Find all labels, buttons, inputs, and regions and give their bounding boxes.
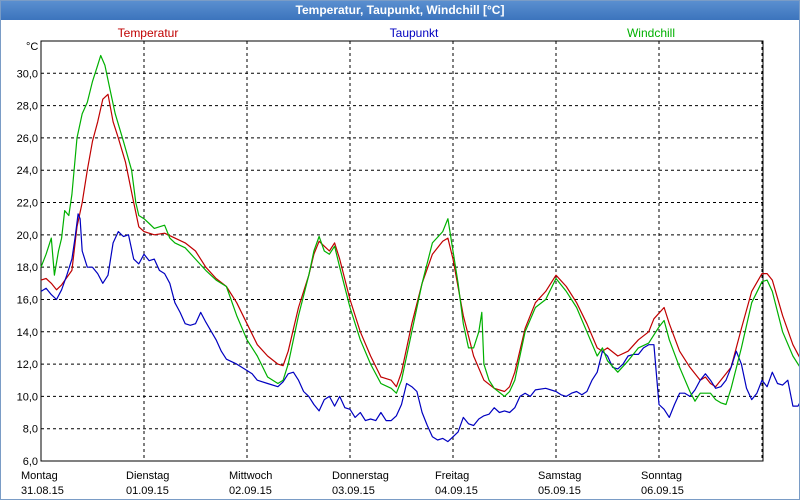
legend-entry: Windchill <box>627 26 675 40</box>
y-tick-label: 18,0 <box>17 262 38 274</box>
x-date-label: 31.08.15 <box>21 485 64 497</box>
y-tick-label: 6,0 <box>23 456 38 468</box>
x-day-label: Samstag <box>538 470 581 482</box>
y-tick-label: 10,0 <box>17 391 38 403</box>
y-axis-unit: °C <box>26 41 38 53</box>
legend-entry: Taupunkt <box>390 26 439 40</box>
series-line-windchill <box>40 54 799 406</box>
y-tick-label: 12,0 <box>17 359 38 371</box>
y-tick-label: 22,0 <box>17 198 38 210</box>
plot-frame <box>40 40 764 462</box>
x-day-label: Donnerstag <box>332 470 389 482</box>
x-day-label: Mittwoch <box>229 470 272 482</box>
legend-entry: Temperatur <box>118 26 179 40</box>
y-tick-label: 20,0 <box>17 230 38 242</box>
series-line-taupunkt <box>40 213 799 443</box>
x-day-label: Sonntag <box>641 470 682 482</box>
y-tick-label: 8,0 <box>23 424 38 436</box>
series-layer <box>40 54 799 443</box>
grid-layer <box>41 41 763 462</box>
series-line-temperatur <box>40 93 799 393</box>
x-date-label: 04.09.15 <box>435 485 478 497</box>
y-tick-label: 24,0 <box>17 165 38 177</box>
window-title: Temperatur, Taupunkt, Windchill [°C] <box>1 1 799 20</box>
legend-layer: Temperatur Taupunkt Windchill <box>118 26 675 40</box>
x-day-label: Dienstag <box>126 470 169 482</box>
x-date-label: 05.09.15 <box>538 485 581 497</box>
x-date-label: 02.09.15 <box>229 485 272 497</box>
x-date-label: 01.09.15 <box>126 485 169 497</box>
y-tick-label: 16,0 <box>17 294 38 306</box>
y-tick-label: 28,0 <box>17 101 38 113</box>
y-tick-label: 30,0 <box>17 68 38 80</box>
x-day-label: Freitag <box>435 470 469 482</box>
x-date-label: 06.09.15 <box>641 485 684 497</box>
y-tick-label: 26,0 <box>17 133 38 145</box>
x-date-label: 03.09.15 <box>332 485 375 497</box>
x-day-label: Montag <box>21 470 58 482</box>
axis-layer: 6,0 8,0 10,0 12,0 14,0 16,0 18,0 20,0 22,0 24,0 26… <box>17 40 764 497</box>
y-tick-label: 14,0 <box>17 327 38 339</box>
